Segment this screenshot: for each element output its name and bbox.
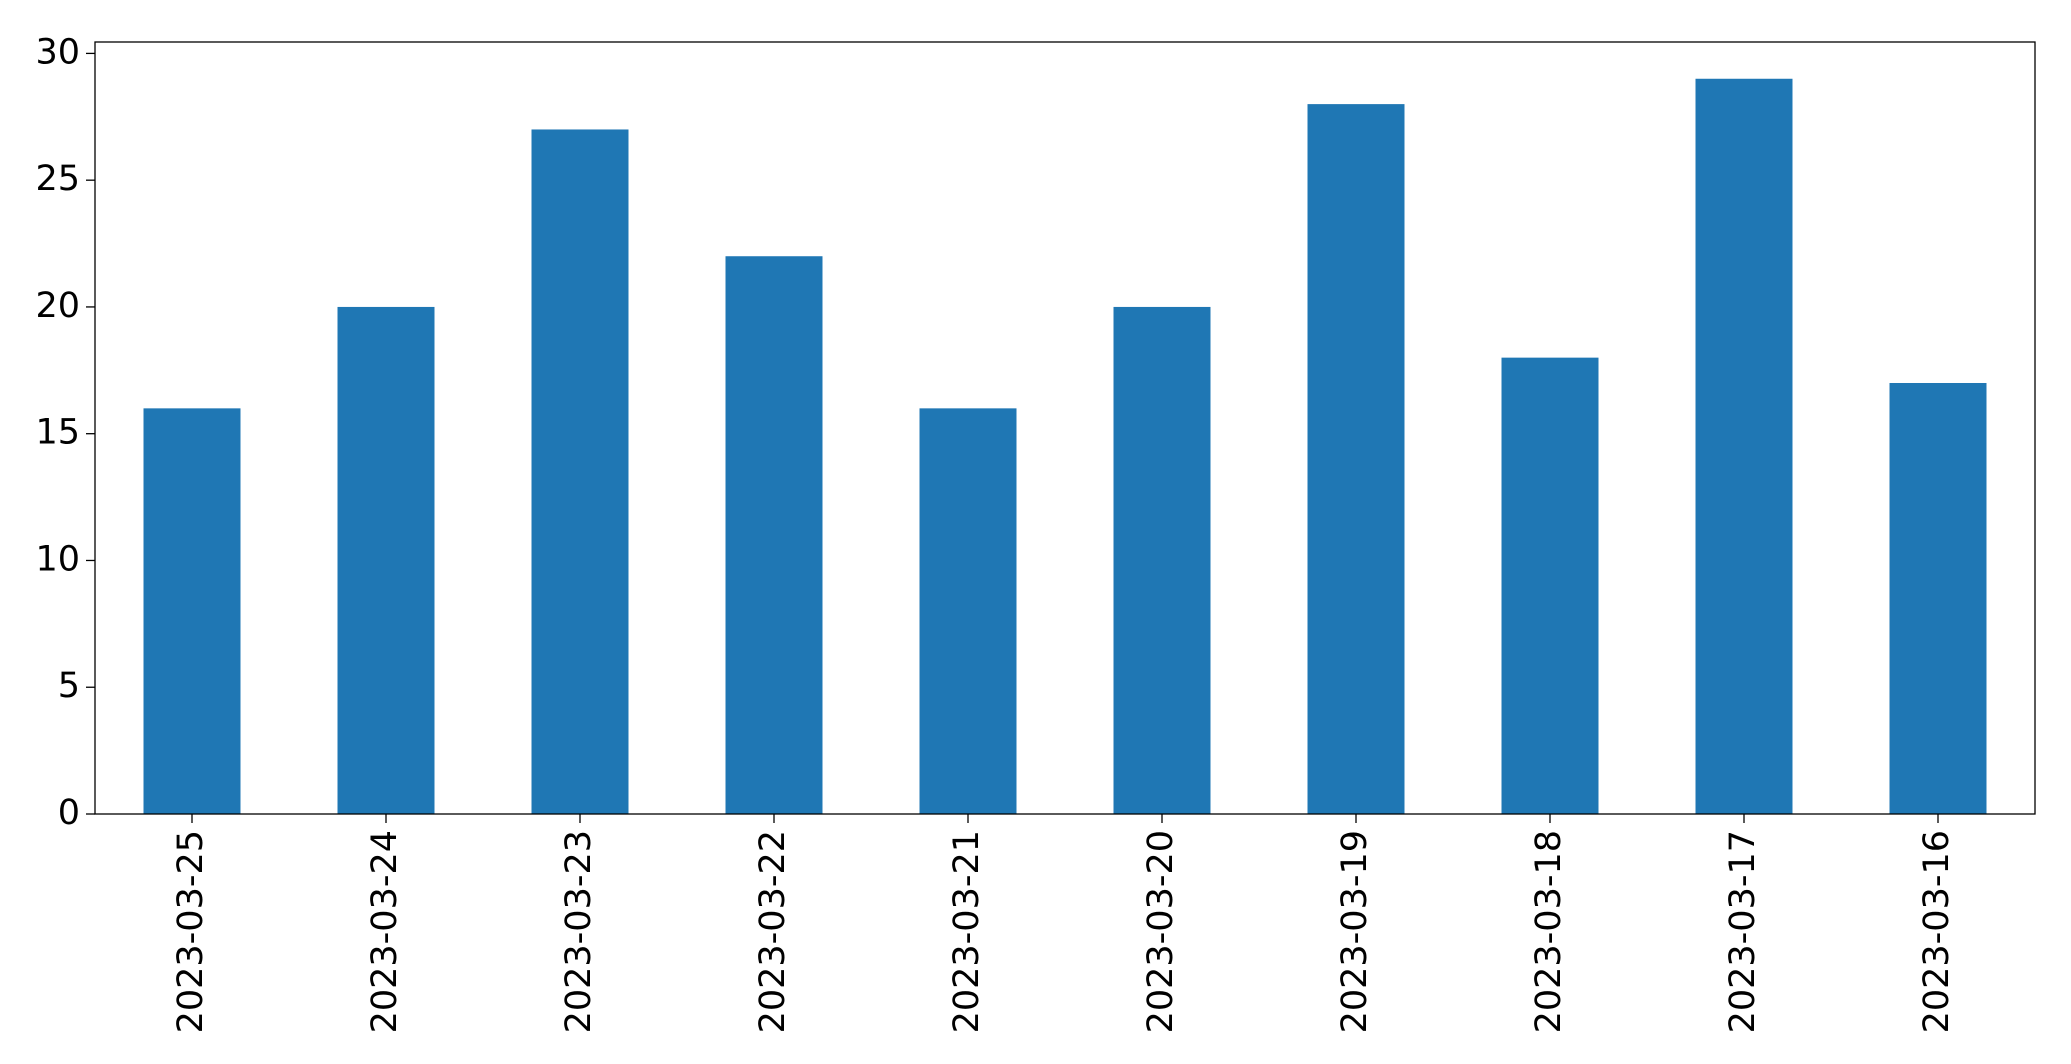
plot-frame	[94, 41, 2036, 815]
x-tick-label: 2023-03-23	[559, 830, 599, 1033]
y-tick-label: 0	[58, 793, 80, 833]
y-tick-label: 30	[35, 32, 80, 72]
x-tick-label: 2023-03-18	[1529, 830, 1569, 1033]
x-tick-label: 2023-03-21	[947, 830, 987, 1033]
bar	[1307, 104, 1405, 815]
y-tick-label: 10	[35, 539, 80, 579]
bar	[143, 408, 241, 814]
y-tick-label: 25	[35, 159, 80, 199]
x-tick-label: 2023-03-22	[753, 830, 793, 1033]
x-tick-label: 2023-03-24	[365, 830, 405, 1033]
y-tick-label: 15	[35, 413, 80, 453]
bar	[1889, 382, 1987, 814]
bar	[1501, 357, 1599, 814]
x-tick-label: 2023-03-17	[1723, 830, 1763, 1033]
bar	[337, 306, 435, 814]
bar	[725, 256, 823, 814]
x-tick-label: 2023-03-25	[171, 830, 211, 1033]
y-tick-label: 5	[58, 666, 80, 706]
bar	[1695, 78, 1793, 814]
x-tick-label: 2023-03-16	[1917, 830, 1957, 1033]
x-tick-label: 2023-03-20	[1141, 830, 1181, 1033]
bar	[919, 408, 1017, 814]
x-tick-label: 2023-03-19	[1335, 830, 1375, 1033]
bar	[531, 129, 629, 814]
bar	[1113, 306, 1211, 814]
y-tick-label: 20	[35, 286, 80, 326]
